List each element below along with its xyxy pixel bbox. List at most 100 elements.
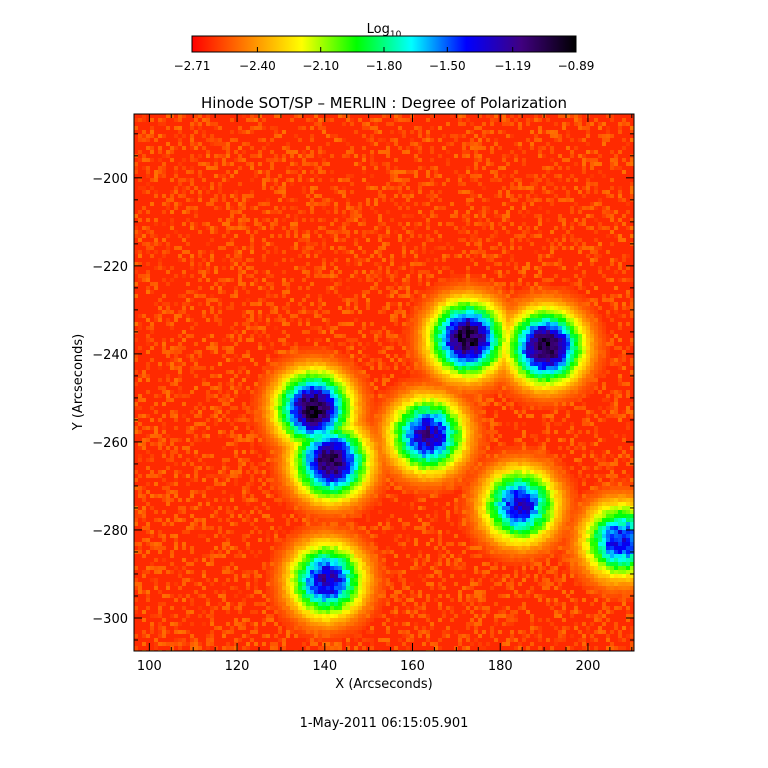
- heatmap-cell: [302, 330, 306, 334]
- heatmap-cell: [434, 258, 438, 262]
- heatmap-cell: [306, 370, 310, 374]
- heatmap-cell: [410, 330, 414, 334]
- heatmap-cell: [590, 386, 594, 390]
- heatmap-cell: [194, 118, 198, 122]
- heatmap-cell: [354, 262, 358, 266]
- heatmap-cell: [554, 294, 558, 298]
- heatmap-cell: [618, 198, 622, 202]
- heatmap-cell: [338, 294, 342, 298]
- heatmap-cell: [462, 134, 466, 138]
- heatmap-cell: [406, 222, 410, 226]
- heatmap-cell: [302, 406, 306, 410]
- heatmap-cell: [398, 170, 402, 174]
- heatmap-cell: [262, 226, 266, 230]
- heatmap-cell: [198, 142, 202, 146]
- heatmap-cell: [582, 418, 586, 422]
- heatmap-cell: [510, 326, 514, 330]
- heatmap-cell: [334, 210, 338, 214]
- heatmap-cell: [614, 226, 618, 230]
- heatmap-cell: [426, 318, 430, 322]
- heatmap-cell: [434, 230, 438, 234]
- heatmap-cell: [598, 170, 602, 174]
- heatmap-cell: [330, 382, 334, 386]
- heatmap-cell: [394, 382, 398, 386]
- heatmap-cell: [546, 278, 550, 282]
- heatmap-cell: [530, 182, 534, 186]
- heatmap-cell: [378, 330, 382, 334]
- heatmap-cell: [234, 290, 238, 294]
- heatmap-cell: [550, 262, 554, 266]
- heatmap-cell: [574, 378, 578, 382]
- heatmap-cell: [438, 406, 442, 410]
- heatmap-cell: [510, 302, 514, 306]
- heatmap-cell: [630, 278, 634, 282]
- heatmap-cell: [450, 378, 454, 382]
- heatmap-cell: [274, 350, 278, 354]
- heatmap-cell: [458, 182, 462, 186]
- heatmap-cell: [246, 322, 250, 326]
- heatmap-cell: [374, 226, 378, 230]
- heatmap-cell: [578, 330, 582, 334]
- heatmap-cell: [318, 194, 322, 198]
- heatmap-cell: [562, 386, 566, 390]
- heatmap-cell: [318, 126, 322, 130]
- heatmap-cell: [606, 298, 610, 302]
- heatmap-cell: [138, 322, 142, 326]
- heatmap-cell: [550, 134, 554, 138]
- heatmap-cell: [566, 342, 570, 346]
- heatmap-cell: [310, 410, 314, 414]
- heatmap-cell: [398, 118, 402, 122]
- heatmap-cell: [386, 270, 390, 274]
- heatmap-cell: [258, 386, 262, 390]
- heatmap-cell: [334, 230, 338, 234]
- heatmap-cell: [594, 218, 598, 222]
- heatmap-cell: [498, 390, 502, 394]
- heatmap-cell: [350, 370, 354, 374]
- heatmap-cell: [442, 246, 446, 250]
- heatmap-cell: [430, 302, 434, 306]
- heatmap-cell: [366, 414, 370, 418]
- heatmap-cell: [254, 402, 258, 406]
- heatmap-cell: [594, 310, 598, 314]
- heatmap-cell: [190, 326, 194, 330]
- heatmap-cell: [178, 362, 182, 366]
- heatmap-cell: [422, 302, 426, 306]
- heatmap-cell: [474, 162, 478, 166]
- heatmap-cell: [146, 242, 150, 246]
- heatmap-cell: [462, 394, 466, 398]
- heatmap-cell: [602, 358, 606, 362]
- heatmap-cell: [566, 322, 570, 326]
- heatmap-cell: [454, 314, 458, 318]
- heatmap-cell: [558, 322, 562, 326]
- heatmap-cell: [546, 334, 550, 338]
- heatmap-cell: [570, 286, 574, 290]
- heatmap-cell: [170, 210, 174, 214]
- heatmap-cell: [406, 390, 410, 394]
- heatmap-cell: [386, 402, 390, 406]
- heatmap-cell: [322, 162, 326, 166]
- heatmap-cell: [446, 290, 450, 294]
- heatmap-cell: [306, 274, 310, 278]
- heatmap-cell: [154, 302, 158, 306]
- heatmap-cell: [274, 114, 278, 118]
- heatmap-cell: [578, 310, 582, 314]
- heatmap-cell: [438, 346, 442, 350]
- heatmap-cell: [558, 358, 562, 362]
- heatmap-cell: [434, 166, 438, 170]
- heatmap-cell: [362, 362, 366, 366]
- heatmap-cell: [558, 294, 562, 298]
- heatmap-cell: [350, 390, 354, 394]
- heatmap-cell: [342, 398, 346, 402]
- heatmap-cell: [410, 418, 414, 422]
- heatmap-cell: [394, 202, 398, 206]
- heatmap-cell: [374, 142, 378, 146]
- heatmap-cell: [302, 310, 306, 314]
- heatmap-cell: [570, 154, 574, 158]
- heatmap-cell: [266, 170, 270, 174]
- heatmap-cell: [458, 318, 462, 322]
- heatmap-cell: [594, 118, 598, 122]
- heatmap-cell: [606, 342, 610, 346]
- heatmap-cell: [414, 314, 418, 318]
- heatmap-cell: [170, 178, 174, 182]
- heatmap-cell: [498, 330, 502, 334]
